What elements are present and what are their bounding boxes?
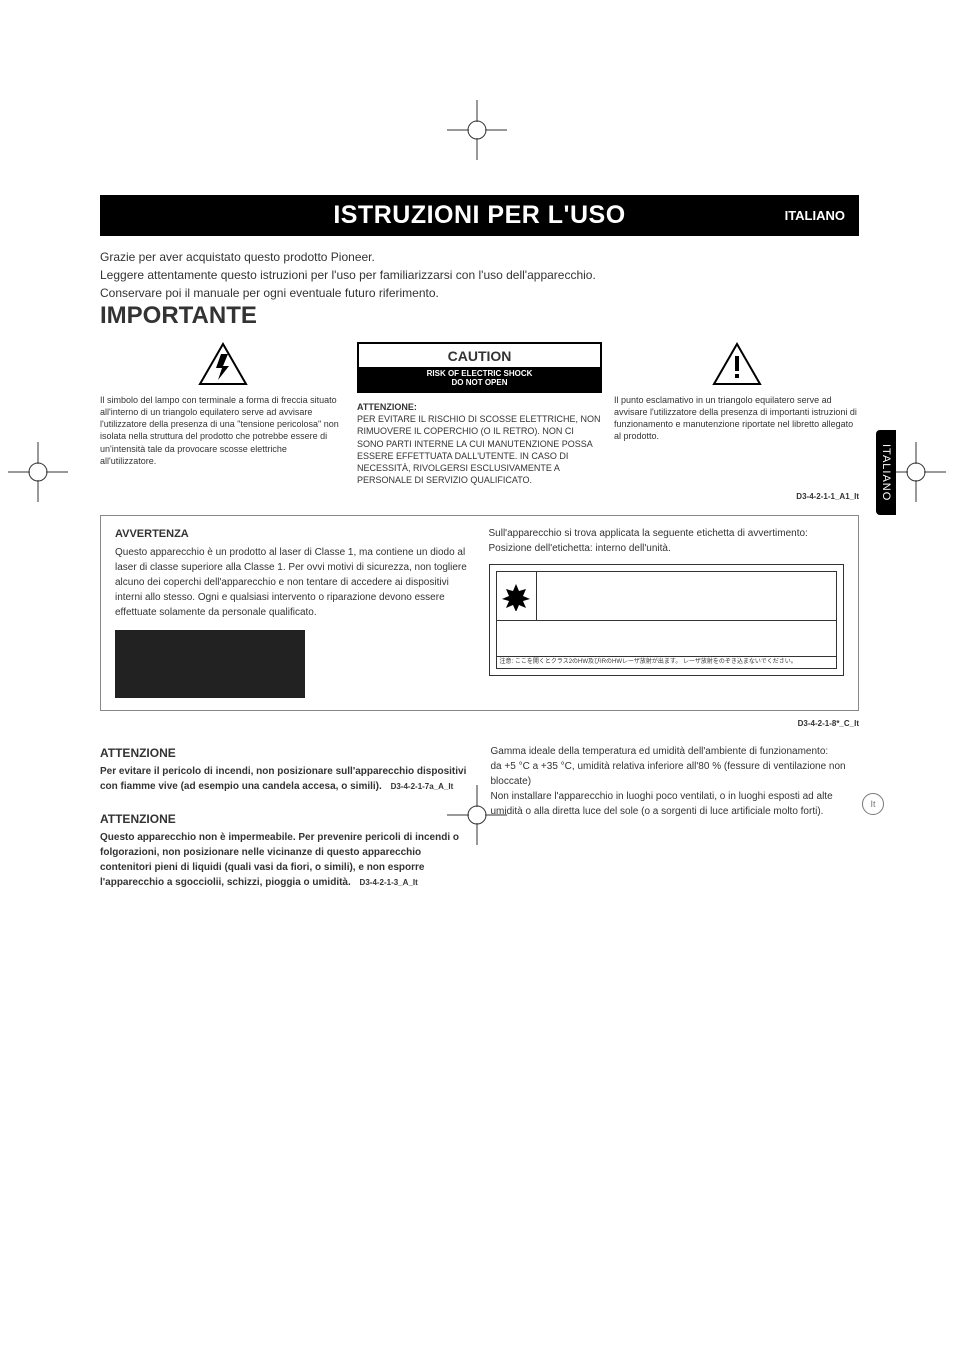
label-intro-2: Posizione dell'etichetta: interno dell'u… [489, 541, 845, 556]
caution-subtitle: RISK OF ELECTRIC SHOCK DO NOT OPEN [359, 367, 600, 391]
intro-line: Conservare poi il manuale per ogni event… [100, 284, 859, 302]
intro-text: Grazie per aver acquistato questo prodot… [100, 248, 859, 302]
reference-code: D3-4-2-1-8*_C_It [100, 719, 859, 728]
title-language: ITALIANO [785, 208, 845, 223]
attenzione-block-2: ATTENZIONE Questo apparecchio non è impe… [100, 810, 469, 890]
lower-left-column: ATTENZIONE Per evitare il pericolo di in… [100, 744, 469, 890]
reference-code: D3-4-2-1-1_A1_It [100, 492, 859, 501]
importante-col-1: Il simbolo del lampo con terminale a for… [100, 342, 345, 486]
device-photo-placeholder [115, 630, 305, 698]
attenzione-block-1: ATTENZIONE Per evitare il pericolo di in… [100, 744, 469, 794]
lightning-triangle-icon [198, 342, 248, 386]
laser-sun-icon [497, 572, 537, 620]
page-language-badge: It [862, 793, 884, 815]
avvertenza-title: AVVERTENZA [115, 526, 471, 543]
avvertenza-left: AVVERTENZA Questo apparecchio è un prodo… [115, 526, 471, 698]
caution-title: CAUTION [359, 344, 600, 367]
intro-line: Grazie per aver acquistato questo prodot… [100, 248, 859, 266]
language-side-tab: ITALIANO [876, 430, 896, 515]
exclamation-triangle-icon [712, 342, 762, 386]
environment-text: Gamma ideale della temperatura ed umidit… [491, 744, 860, 819]
page-title: ISTRUZIONI PER L'USO [333, 201, 625, 230]
registration-mark-left [8, 442, 68, 502]
caution-box: CAUTION RISK OF ELECTRIC SHOCK DO NOT OP… [357, 342, 602, 393]
registration-mark-top [447, 100, 507, 160]
importante-heading: IMPORTANTE [100, 302, 859, 330]
intro-line: Leggere attentamente questo istruzioni p… [100, 266, 859, 284]
importante-section: IMPORTANTE Il simbolo del lampo con term… [100, 302, 859, 501]
label-jp-text: 注意: ここを開くとクラス2のHW及びIRのHWレーザ放射が出ます。 レーザ放射… [496, 657, 838, 669]
reference-code: D3-4-2-1-3_A_It [360, 877, 418, 889]
avvertenza-box: AVVERTENZA Questo apparecchio è un prodo… [100, 515, 859, 711]
importante-col-2: CAUTION RISK OF ELECTRIC SHOCK DO NOT OP… [357, 342, 602, 486]
section-title: ATTENZIONE [100, 810, 469, 828]
importante-col3-text: Il punto esclamativo in un triangolo equ… [614, 394, 859, 443]
caution-line: RISK OF ELECTRIC SHOCK [427, 369, 533, 378]
caution-line: DO NOT OPEN [451, 378, 507, 387]
title-bar: ISTRUZIONI PER L'USO ITALIANO [100, 195, 859, 236]
importante-col-3: Il punto esclamativo in un triangolo equ… [614, 342, 859, 486]
lower-right-column: Gamma ideale della temperatura ed umidit… [491, 744, 860, 890]
importante-col2-text: PER EVITARE IL RISCHIO DI SCOSSE ELETTRI… [357, 413, 602, 486]
avvertenza-text: Questo apparecchio è un prodotto al lase… [115, 545, 471, 620]
reference-code: D3-4-2-1-7a_A_It [391, 781, 454, 793]
attenzione-label: ATTENZIONE: [357, 401, 602, 413]
section-title: ATTENZIONE [100, 744, 469, 762]
avvertenza-right: Sull'apparecchio si trova applicata la s… [489, 526, 845, 698]
warning-label-diagram: 注意: ここを開くとクラス2のHW及びIRのHWレーザ放射が出ます。 レーザ放射… [489, 564, 845, 676]
importante-col1-text: Il simbolo del lampo con terminale a for… [100, 394, 345, 467]
registration-mark-bottom [447, 785, 507, 845]
manual-page: ISTRUZIONI PER L'USO ITALIANO Grazie per… [0, 0, 954, 945]
label-intro-1: Sull'apparecchio si trova applicata la s… [489, 526, 845, 541]
